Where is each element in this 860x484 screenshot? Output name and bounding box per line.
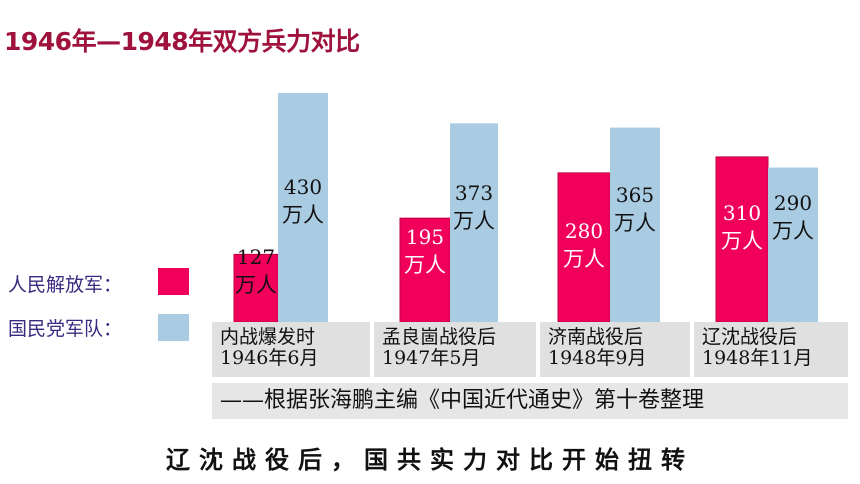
- category-label-1-line1: 孟良崮战役后: [382, 326, 497, 348]
- chart-title: 1946年—1948年双方兵力对比: [4, 27, 360, 56]
- bar-pla-3-unit: 万人: [721, 229, 763, 253]
- category-label-2-line2: 1948年9月: [548, 347, 647, 369]
- bar-kmt-2: [610, 127, 660, 323]
- category-label-0-line2: 1946年6月: [220, 347, 319, 369]
- bar-kmt-3: [768, 167, 818, 322]
- category-label-1-line2: 1947年5月: [382, 347, 481, 369]
- category-label-0-line1: 内战爆发时: [220, 326, 316, 348]
- bar-pla-3: [715, 156, 769, 323]
- bar-kmt-1-unit: 万人: [453, 209, 495, 233]
- bar-pla-3-value: 310: [723, 201, 761, 225]
- category-box-0: [212, 322, 370, 377]
- bar-kmt-1-value: 373: [455, 181, 493, 205]
- category-label-3-line1: 辽沈战役后: [702, 326, 798, 348]
- source-note: ——根据张海鹏主编《中国近代通史》第十卷整理: [212, 383, 848, 419]
- bar-pla-0-value: 127: [237, 245, 275, 269]
- category-box-3: [694, 322, 848, 377]
- bar-pla-2-unit: 万人: [563, 247, 605, 271]
- legend-swatch-pla: [158, 268, 189, 295]
- bar-kmt-2-value: 365: [616, 183, 654, 207]
- category-label-2-line1: 济南战役后: [548, 326, 644, 348]
- bar-kmt-3-value: 290: [774, 191, 812, 215]
- bar-pla-1-value: 195: [406, 225, 444, 249]
- bar-pla-1-unit: 万人: [404, 253, 446, 277]
- category-box-2: [540, 322, 690, 377]
- bar-pla-0-unit: 万人: [235, 273, 277, 297]
- bar-kmt-1: [450, 123, 498, 323]
- bar-kmt-0-unit: 万人: [282, 203, 324, 227]
- legend-label-pla: 人民解放军：: [8, 274, 123, 296]
- bar-kmt-2-unit: 万人: [614, 211, 656, 235]
- bar-chart: 127 万人 430 万人 195 万人 373 万人 280 万人 365 万人 310 万人 290 万人: [233, 93, 818, 323]
- bar-pla-2-value: 280: [565, 219, 603, 243]
- bar-kmt-0: [278, 93, 328, 322]
- legend-swatch-kmt: [158, 314, 189, 341]
- conclusion-text: 辽沈战役后，国共实力对比开始扭转: [166, 446, 694, 474]
- bar-kmt-3-unit: 万人: [772, 219, 814, 243]
- bar-kmt-0-value: 430: [284, 175, 322, 199]
- legend-label-kmt: 国民党军队：: [8, 318, 123, 340]
- bar-pla-0: [233, 253, 279, 323]
- category-label-3-line2: 1948年11月: [702, 347, 813, 369]
- category-box-1: [374, 322, 536, 377]
